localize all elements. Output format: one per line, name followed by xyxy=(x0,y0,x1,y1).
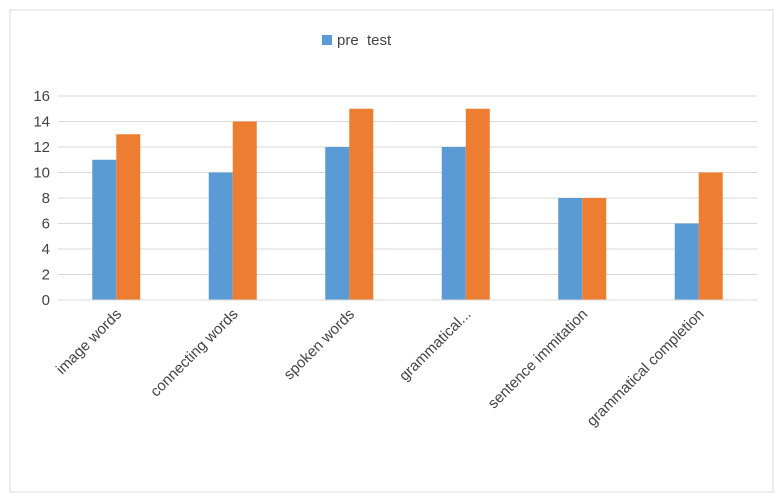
bar-series-1 xyxy=(232,121,257,300)
bar-series-1 xyxy=(582,198,607,300)
y-tick-label: 2 xyxy=(42,267,50,284)
gridlines xyxy=(58,95,757,275)
bar-series-1 xyxy=(465,108,490,300)
legend-label-pre-test: pre test xyxy=(337,32,392,49)
legend-swatch-pre-test xyxy=(322,35,332,45)
bars xyxy=(92,108,723,300)
bar-series-0 xyxy=(325,147,350,300)
bar-series-0 xyxy=(92,159,117,300)
y-tick-label: 0 xyxy=(42,292,50,309)
y-tick-label: 4 xyxy=(42,241,50,258)
y-tick-label: 14 xyxy=(33,114,50,131)
legend: pre test xyxy=(322,32,392,49)
bar-series-1 xyxy=(698,172,723,300)
bar-series-0 xyxy=(558,198,583,300)
bar-series-1 xyxy=(349,108,374,300)
bar-series-0 xyxy=(208,172,233,300)
y-tick-label: 10 xyxy=(33,165,50,182)
y-tick-label: 16 xyxy=(33,88,50,105)
bar-series-0 xyxy=(674,223,699,300)
y-tick-label: 12 xyxy=(33,139,50,156)
y-axis-ticks: 0 2 4 6 8 10 12 14 16 xyxy=(33,88,50,309)
bar-series-1 xyxy=(116,134,141,300)
y-tick-label: 6 xyxy=(42,216,50,233)
y-tick-label: 8 xyxy=(42,190,50,207)
bar-series-0 xyxy=(441,147,466,300)
